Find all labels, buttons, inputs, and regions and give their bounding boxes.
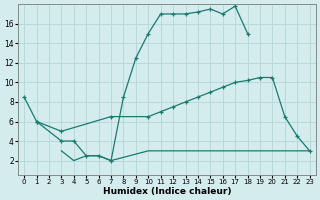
X-axis label: Humidex (Indice chaleur): Humidex (Indice chaleur) — [103, 187, 231, 196]
